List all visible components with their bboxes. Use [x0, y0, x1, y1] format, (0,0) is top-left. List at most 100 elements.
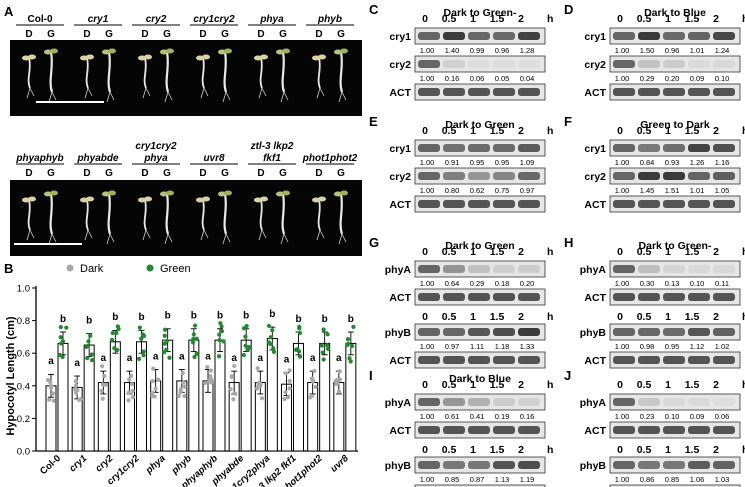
seedling-top-dark-5-stem	[317, 57, 321, 89]
sig-letter-1-6: b	[217, 311, 223, 322]
seedling-top-green-4-cotyledon-left	[276, 49, 284, 55]
band-E-1-1	[443, 172, 465, 180]
band-F-0-0	[613, 144, 635, 152]
band-D-2-0	[613, 88, 635, 96]
seedling-bottom-dark-1-cotyledon-left	[80, 197, 88, 203]
point-1-10-3	[321, 327, 326, 332]
quant-J-0-0: 1.00	[615, 412, 630, 421]
top-genotype-3: cry1cry2	[193, 14, 235, 25]
quant-E-0-1: 0.91	[445, 158, 460, 167]
quant-G-2-4: 1.33	[520, 342, 535, 351]
row-label-D-0: cry1	[584, 31, 606, 43]
quant-G-0-1: 0.64	[445, 279, 460, 288]
band-E-1-2	[468, 172, 490, 180]
point-1-7-6	[241, 352, 246, 358]
point-1-2-4	[114, 330, 119, 336]
band-D-1-4	[713, 60, 735, 68]
seedling-top-green-4	[276, 48, 290, 103]
seedlings-bottom	[22, 190, 348, 245]
point-0-2-0	[100, 396, 105, 401]
quant-H-0-4: 0.11	[715, 279, 729, 288]
band-I-0-1	[443, 398, 465, 406]
x-tick-label-0: Col-0	[38, 453, 63, 477]
sig-letter-0-5: a	[179, 351, 185, 362]
seedling-bottom-green-2-cotyledon-right	[166, 190, 174, 196]
time-label-D-0-2: 1	[665, 13, 671, 25]
time-label-H-1-2: 1	[665, 311, 671, 323]
band-G-1-1	[443, 293, 465, 301]
seedling-bottom-green-4-cotyledon-left	[276, 191, 284, 197]
time-unit-I-1: h	[547, 444, 553, 456]
quant-E-1-3: 0.75	[495, 186, 510, 195]
time-label-J-0-1: 0.5	[637, 379, 652, 391]
point-0-2-2	[100, 364, 105, 369]
point-0-9-3	[282, 396, 287, 402]
point-0-1-1	[73, 379, 78, 384]
seedling-top-green-0	[44, 48, 58, 103]
quant-F-1-1: 1.45	[640, 186, 655, 195]
quant-I-2-3: 1.13	[495, 475, 510, 484]
seedling-top-green-5	[334, 48, 348, 103]
row-label-E-1: cry2	[389, 171, 411, 183]
quant-E-0-0: 1.00	[420, 158, 435, 167]
top-dark-label-0: D	[25, 29, 32, 40]
seedling-top-dark-3-cotyledon-left	[196, 55, 204, 61]
blot-title-i: Dark to Blue	[449, 373, 511, 385]
point-1-9-5	[297, 324, 302, 329]
seedling-top-green-1-cotyledon-right	[108, 48, 116, 54]
time-label-J-0-2: 1	[665, 379, 671, 391]
quant-C-0-3: 0.96	[495, 46, 510, 55]
point-1-10-6	[325, 346, 331, 352]
seedling-bottom-green-5-root	[338, 233, 347, 245]
band-I-2-3	[493, 461, 515, 469]
bottom-genotype-1: phyabde	[76, 153, 119, 164]
band-C-1-3	[493, 60, 515, 68]
seedling-bottom-dark-0	[22, 196, 36, 241]
y-tick-label-1: 0.2	[17, 414, 30, 425]
band-G-0-3	[493, 265, 515, 273]
band-G-2-3	[493, 328, 515, 336]
time-label-F-0-1: 0.5	[637, 125, 652, 137]
quant-G-2-0: 1.00	[420, 342, 435, 351]
legend-dark-label: Dark	[80, 263, 104, 275]
point-0-3-2	[130, 388, 135, 394]
quant-J-2-2: 0.85	[665, 475, 680, 484]
band-G-2-2	[468, 328, 490, 336]
quant-I-0-3: 0.19	[495, 412, 510, 421]
band-C-2-1	[443, 88, 465, 96]
quant-D-0-2: 0.96	[665, 46, 680, 55]
band-I-2-4	[518, 461, 540, 469]
blot-strip-G-0	[414, 260, 546, 278]
time-label-H-1-3: 1.5	[685, 311, 700, 323]
seedling-top-green-0-cotyledon-right	[50, 48, 58, 54]
band-H-1-1	[638, 293, 660, 301]
seedling-top-green-3-root	[222, 91, 231, 103]
point-1-2-3	[115, 324, 120, 329]
point-0-1-6	[74, 390, 79, 395]
top-green-label-4: G	[279, 29, 287, 40]
row-label-G-1: ACT	[389, 292, 411, 304]
band-C-0-2	[468, 32, 490, 40]
seedling-top-dark-0-root	[26, 87, 35, 99]
blot-title-g: Dark to Green	[445, 240, 514, 252]
band-H-2-0	[613, 328, 635, 336]
point-0-7-4	[232, 363, 237, 369]
time-label-D-0-4: 2	[713, 13, 719, 25]
band-H-2-3	[688, 328, 710, 336]
seedling-bottom-green-3	[218, 190, 232, 245]
point-1-8-4	[268, 341, 273, 347]
sig-letter-0-7: a	[231, 353, 237, 364]
seedling-top-green-2	[160, 48, 174, 103]
point-1-3-0	[139, 336, 144, 341]
band-E-1-3	[493, 172, 515, 180]
point-0-3-3	[126, 398, 131, 403]
quant-D-0-4: 1.24	[715, 46, 730, 55]
time-label-D-0-0: 0	[617, 13, 623, 25]
band-F-2-4	[713, 200, 735, 208]
band-C-2-2	[468, 88, 490, 96]
top-dark-label-2: D	[141, 29, 148, 40]
quant-C-1-0: 1.00	[420, 74, 435, 83]
time-label-J-1-4: 2	[713, 444, 719, 456]
